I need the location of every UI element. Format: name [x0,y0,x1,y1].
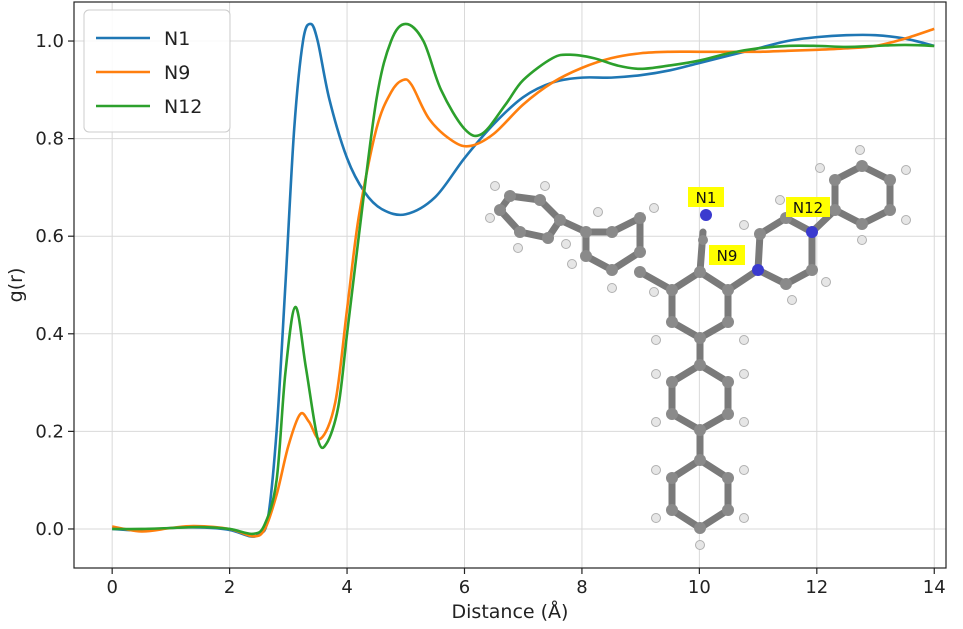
label-n1: N1 [696,189,717,207]
y-axis-label: g(r) [5,268,27,303]
x-tick-label: 2 [224,577,235,598]
legend-label-n9: N9 [164,62,190,84]
x-tick-label: 10 [688,577,711,598]
y-tick-label: 0.6 [35,226,64,247]
y-tick-label: 1.0 [35,31,64,52]
series-line-n12 [112,22,935,536]
y-tick-label: 0.0 [35,519,64,540]
x-tick-label: 6 [459,577,470,598]
label-n12-highlight [786,197,830,217]
label-n9: N9 [717,247,738,265]
x-tick-label: 4 [341,577,352,598]
y-tick-label: 0.4 [35,324,64,345]
x-tick-label: 12 [805,577,828,598]
y-tick-label: 0.2 [35,421,64,442]
plot-frame [73,1,947,569]
label-n1-highlight [688,187,724,207]
legend-label-n1: N1 [164,28,190,50]
label-n12: N12 [793,199,823,217]
legend-label-n12: N12 [164,96,202,118]
x-tick-label: 0 [106,577,117,598]
x-tick-label: 8 [576,577,587,598]
label-n9-highlight [709,245,745,265]
legend: N1 N9 N12 [83,9,231,133]
y-tick-label: 0.8 [35,129,64,150]
axis-ticks: 0 2 4 6 8 10 12 14 0.0 0.2 0.4 0.6 0.8 1.0 [35,31,945,598]
series-line-n9 [111,27,935,538]
data-curves [111,22,935,538]
x-axis-label: Distance (Å) [452,600,569,623]
molecule-illustration: N1 N9 N12 [485,145,911,550]
x-tick-label: 14 [923,577,946,598]
legend-box [83,9,231,133]
